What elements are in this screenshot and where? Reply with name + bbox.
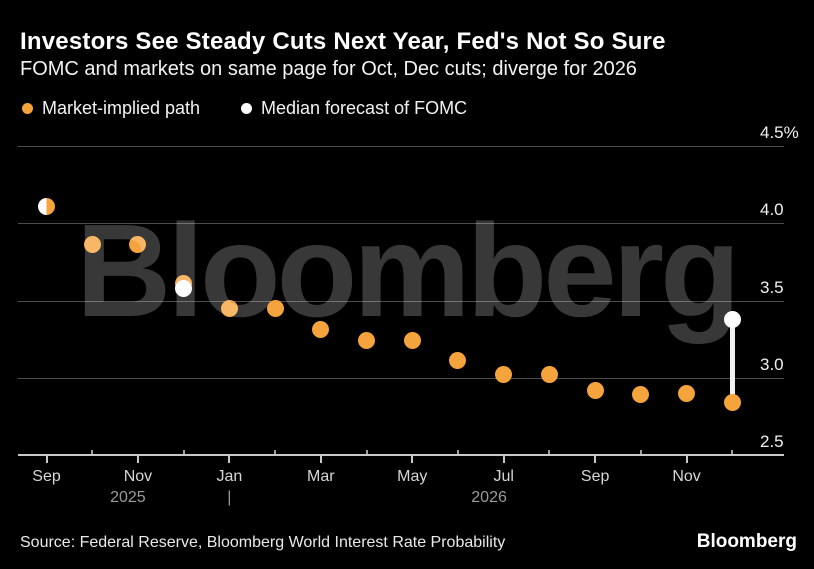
x-tick-minor <box>274 450 277 454</box>
x-tick-minor <box>182 450 185 454</box>
month-label: Nov <box>672 468 701 485</box>
market-dot <box>586 381 604 399</box>
x-tick-major <box>319 454 322 463</box>
bloomberg-logo: Bloomberg <box>696 531 797 552</box>
fomc-median-dot <box>723 310 741 328</box>
market-dot <box>266 299 284 317</box>
fomc-market-connector-line <box>729 319 735 403</box>
legend-item-market-implied: Market-implied path <box>22 97 201 118</box>
y-axis-label: 4.0 <box>760 200 784 220</box>
start-overlap-dot <box>38 197 55 215</box>
legend-label-market-implied: Market-implied path <box>42 97 201 118</box>
x-tick-major <box>136 454 139 463</box>
x-tick-minor <box>91 450 94 454</box>
market-dot <box>220 299 238 317</box>
market-dot <box>495 366 513 384</box>
x-tick-major <box>685 454 688 463</box>
chart-subtitle: FOMC and markets on same page for Oct, D… <box>20 58 637 80</box>
market-dot <box>83 236 101 254</box>
x-tick-major <box>45 454 48 463</box>
x-tick-minor <box>548 450 551 454</box>
x-tick-major <box>502 454 505 463</box>
source-text: Source: Federal Reserve, Bloomberg World… <box>20 534 506 551</box>
legend-label-fomc-median: Median forecast of FOMC <box>261 97 468 118</box>
month-label: Sep <box>32 468 61 485</box>
month-label: Sep <box>580 468 610 485</box>
legend-item-fomc-median: Median forecast of FOMC <box>241 97 468 118</box>
x-axis-baseline <box>18 454 784 456</box>
x-tick-minor <box>731 450 734 454</box>
market-dot <box>358 332 376 350</box>
market-dot <box>449 352 467 370</box>
market-dot <box>632 386 650 404</box>
market-dot <box>723 393 741 411</box>
market-dot <box>129 236 147 254</box>
x-tick-major <box>411 454 414 463</box>
month-label: Mar <box>307 468 335 485</box>
market-dot <box>312 321 330 339</box>
gridline <box>18 377 784 379</box>
y-axis-label: 3.0 <box>760 354 784 374</box>
x-tick-minor <box>639 450 642 454</box>
fomc-median-dot <box>175 279 193 297</box>
x-tick-minor <box>456 450 459 454</box>
y-axis-label: 4.5% <box>760 123 799 142</box>
fomc-median-dot-icon <box>241 102 252 114</box>
year-divider: | <box>227 489 232 506</box>
market-dot <box>678 384 696 402</box>
month-label: Nov <box>123 468 153 485</box>
x-tick-minor <box>365 450 368 454</box>
x-tick-major <box>594 454 597 463</box>
market-dot <box>403 332 421 350</box>
month-label: Jul <box>493 468 514 485</box>
month-label: May <box>397 468 428 485</box>
market-dot <box>540 366 558 384</box>
y-axis-label: 2.5 <box>760 432 784 451</box>
x-tick-major <box>228 454 231 463</box>
gridline <box>18 223 784 225</box>
gridline <box>18 300 784 302</box>
chart-title: Investors See Steady Cuts Next Year, Fed… <box>20 28 666 55</box>
year-label: 2026 <box>471 489 507 506</box>
market-implied-dot-icon <box>22 102 33 114</box>
gridline <box>18 146 784 147</box>
y-axis-label: 3.5 <box>760 277 784 297</box>
year-label: 2025 <box>110 489 146 506</box>
month-label: Jan <box>216 468 243 485</box>
